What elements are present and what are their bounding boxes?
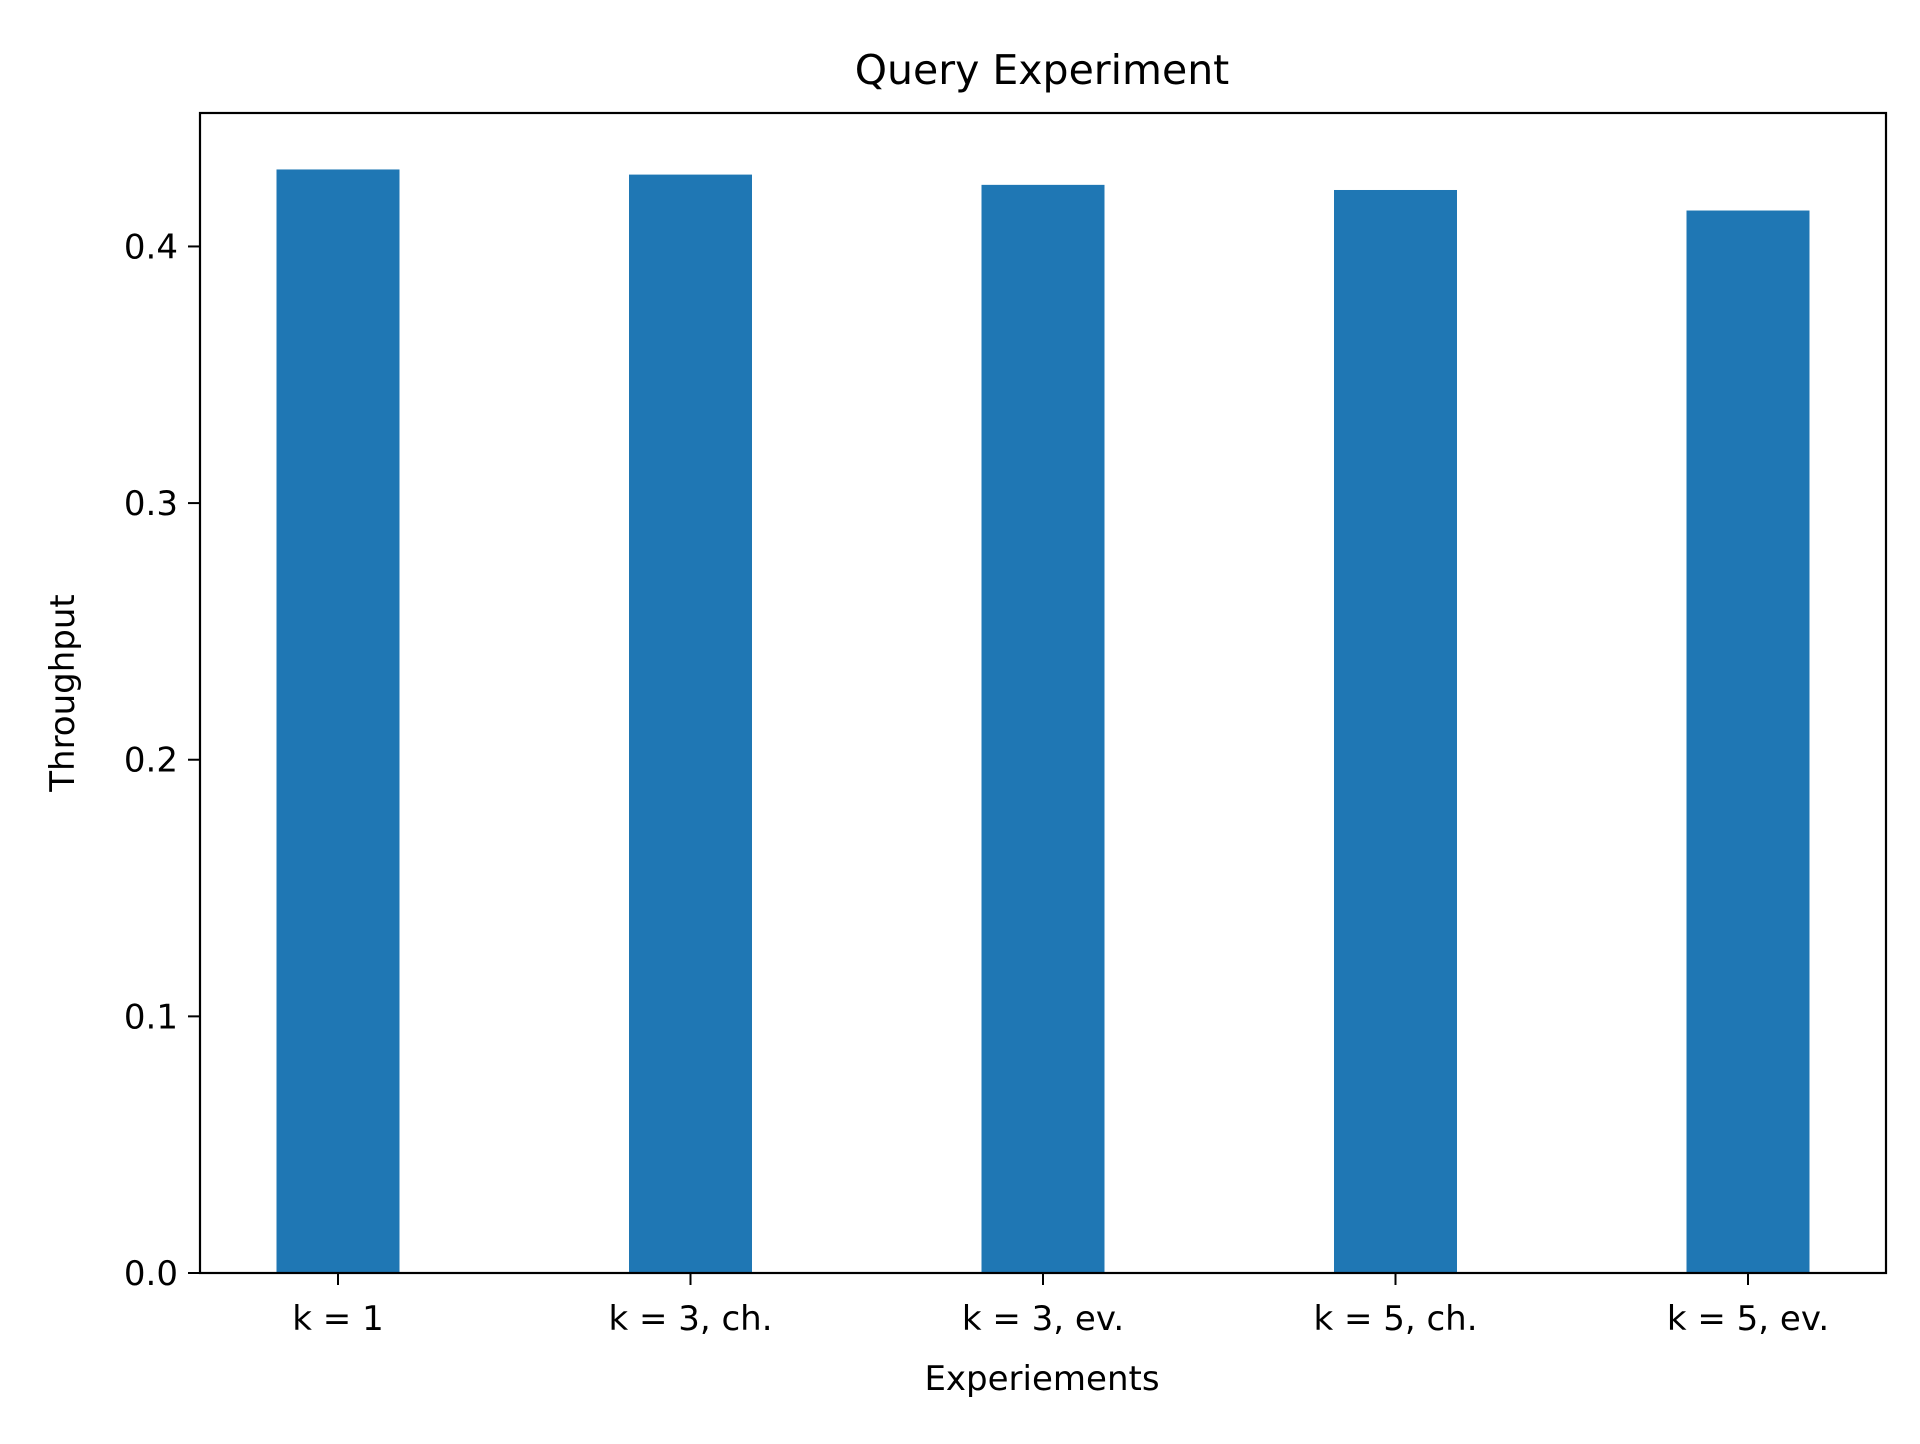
bars-group: [276, 169, 1810, 1274]
x-tick-label: k = 1: [292, 1299, 383, 1339]
x-tick-label: k = 3, ev.: [962, 1299, 1124, 1339]
plot-frame: [198, 111, 1888, 1275]
chart-title: Query Experiment: [855, 46, 1230, 94]
bar: [276, 169, 400, 1273]
bar: [1686, 210, 1810, 1274]
y-tick-label: 0.1: [124, 997, 178, 1037]
y-tick-label: 0.3: [124, 484, 178, 524]
y-tick-label: 0.4: [124, 227, 178, 267]
y-axis-ticks: 0.0 0.1 0.2 0.3 0.4: [124, 227, 200, 1294]
bar: [1334, 189, 1457, 1273]
x-tick-label: k = 5, ev.: [1667, 1299, 1829, 1339]
y-tick-label: 0.0: [124, 1254, 178, 1294]
bar: [629, 174, 752, 1274]
x-tick-label: k = 3, ch.: [608, 1299, 772, 1339]
x-tick-label: k = 5, ch.: [1313, 1299, 1477, 1339]
x-axis-ticks: k = 1 k = 3, ch. k = 3, ev. k = 5, ch. k = 5…: [292, 1273, 1829, 1339]
y-tick-label: 0.2: [124, 741, 178, 781]
x-axis-label: Experiements: [924, 1359, 1159, 1399]
bar: [981, 184, 1105, 1274]
y-axis-label: Throughput: [43, 594, 83, 793]
